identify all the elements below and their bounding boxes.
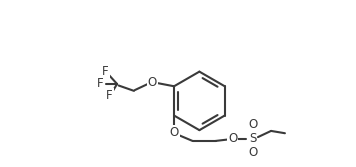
- Text: F: F: [102, 65, 109, 78]
- Text: O: O: [148, 76, 157, 89]
- Text: S: S: [249, 132, 256, 145]
- Text: O: O: [248, 118, 257, 131]
- Text: O: O: [228, 132, 237, 145]
- Text: O: O: [248, 146, 257, 159]
- Text: O: O: [169, 126, 179, 139]
- Text: F: F: [106, 89, 113, 102]
- Text: F: F: [97, 77, 104, 91]
